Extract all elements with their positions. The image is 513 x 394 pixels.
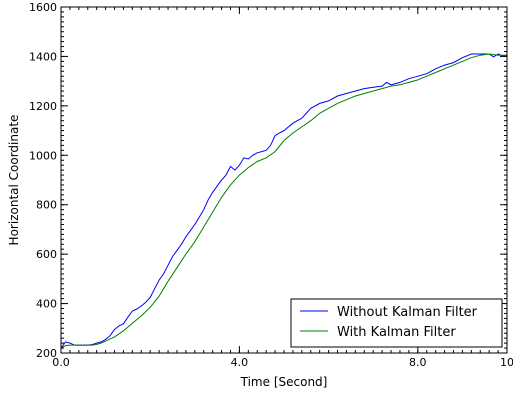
legend: Without Kalman Filter With Kalman Filter [290,298,503,348]
y-tick-label: 1200 [29,100,57,113]
series-line-1 [60,53,507,349]
y-tick-label: 1000 [29,149,57,162]
x-tick-label: 0.0 [52,356,70,369]
y-tick-label: 400 [36,298,57,311]
x-tick-label: 10 [500,356,513,369]
x-axis-label: Time [Second] [240,375,328,389]
series-line-0 [60,53,508,349]
series-layer [60,53,508,349]
tick-layer: 0.0 4.0 8.0 10 200 400 600 800 1000 1200 1400 1600 [29,1,513,369]
legend-box [290,298,503,348]
y-tick-label: 200 [36,347,57,360]
y-axis-label: Horizontal Coordinate [7,115,21,246]
y-tick-label: 1600 [29,1,57,14]
y-tick-label: 600 [36,248,57,261]
y-tick-label: 800 [36,199,57,212]
x-tick-label: 4.0 [231,356,249,369]
legend-label-with-kalman: With Kalman Filter [337,325,456,340]
x-tick-label: 8.0 [409,356,427,369]
y-tick-label: 1400 [29,50,57,63]
legend-label-without-kalman: Without Kalman Filter [337,305,478,320]
